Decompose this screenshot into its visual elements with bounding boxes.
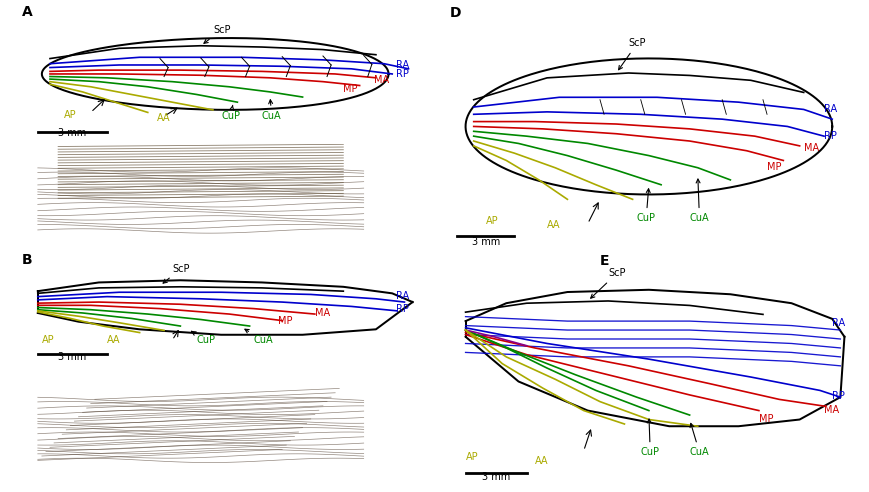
Text: A: A <box>22 5 32 19</box>
Text: RP: RP <box>823 130 836 141</box>
Text: RP: RP <box>396 304 408 314</box>
Text: AA: AA <box>547 220 560 230</box>
Text: CuA: CuA <box>689 424 708 458</box>
Text: CuA: CuA <box>689 179 708 223</box>
Text: 3 mm: 3 mm <box>58 127 86 138</box>
Text: 3 mm: 3 mm <box>471 238 500 247</box>
Text: RA: RA <box>396 60 409 70</box>
Text: AP: AP <box>64 110 76 120</box>
Text: ScP: ScP <box>590 268 625 298</box>
Text: RA: RA <box>823 104 836 114</box>
Text: CuP: CuP <box>221 105 240 121</box>
Text: CuP: CuP <box>191 331 216 345</box>
Text: MA: MA <box>803 143 818 153</box>
Text: D: D <box>448 6 461 20</box>
Text: ScP: ScP <box>618 38 646 70</box>
Text: AA: AA <box>107 336 121 345</box>
Text: MP: MP <box>758 414 773 424</box>
Text: AP: AP <box>486 215 498 226</box>
Text: 3 mm: 3 mm <box>58 352 86 362</box>
Text: AA: AA <box>534 456 547 466</box>
Text: RA: RA <box>832 317 845 328</box>
Text: MP: MP <box>343 84 357 93</box>
Text: MP: MP <box>278 316 292 326</box>
Text: MA: MA <box>315 308 329 318</box>
Text: E: E <box>600 254 609 268</box>
Text: ScP: ScP <box>203 25 230 43</box>
Text: CuA: CuA <box>245 329 273 345</box>
Text: MP: MP <box>766 162 780 172</box>
Text: 3 mm: 3 mm <box>481 472 509 482</box>
Text: ScP: ScP <box>163 264 189 283</box>
Text: MA: MA <box>374 75 388 85</box>
Text: CuA: CuA <box>262 100 282 121</box>
Text: MA: MA <box>823 405 839 415</box>
Text: AP: AP <box>465 452 478 462</box>
Text: RP: RP <box>832 392 844 401</box>
Text: RP: RP <box>396 69 408 79</box>
Text: AA: AA <box>157 114 170 123</box>
Text: B: B <box>22 253 32 267</box>
Text: RA: RA <box>396 291 409 301</box>
Text: CuP: CuP <box>640 419 659 458</box>
Text: CuP: CuP <box>636 189 655 223</box>
Text: AP: AP <box>42 336 55 345</box>
